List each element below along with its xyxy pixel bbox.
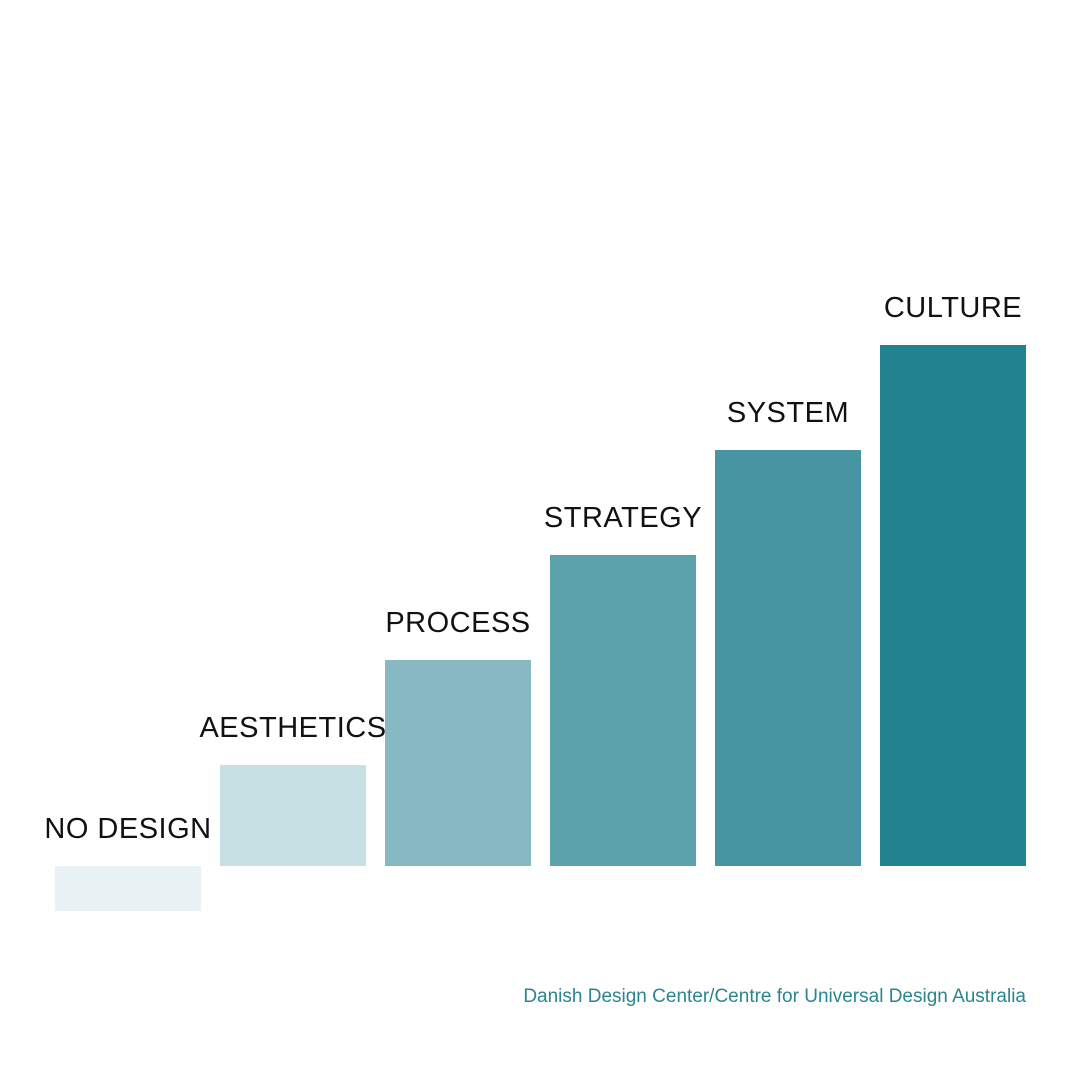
- label-no-design: NO DESIGN: [44, 813, 211, 845]
- bar-no-design: [55, 866, 201, 911]
- label-culture: CULTURE: [884, 292, 1022, 324]
- label-system: SYSTEM: [727, 397, 849, 429]
- bars-group: [55, 345, 1026, 911]
- source-credit: Danish Design Center/Centre for Universa…: [523, 986, 1026, 1007]
- bar-process: [385, 660, 531, 866]
- bar-aesthetics: [220, 765, 366, 866]
- label-strategy: STRATEGY: [544, 502, 702, 534]
- label-aesthetics: AESTHETICS: [199, 712, 386, 744]
- label-process: PROCESS: [385, 607, 530, 639]
- bar-strategy: [550, 555, 696, 866]
- bar-system: [715, 450, 861, 866]
- bar-culture: [880, 345, 1026, 866]
- labels-group: NO DESIGN AESTHETICS PROCESS STRATEGY SYSTEM…: [44, 292, 1022, 845]
